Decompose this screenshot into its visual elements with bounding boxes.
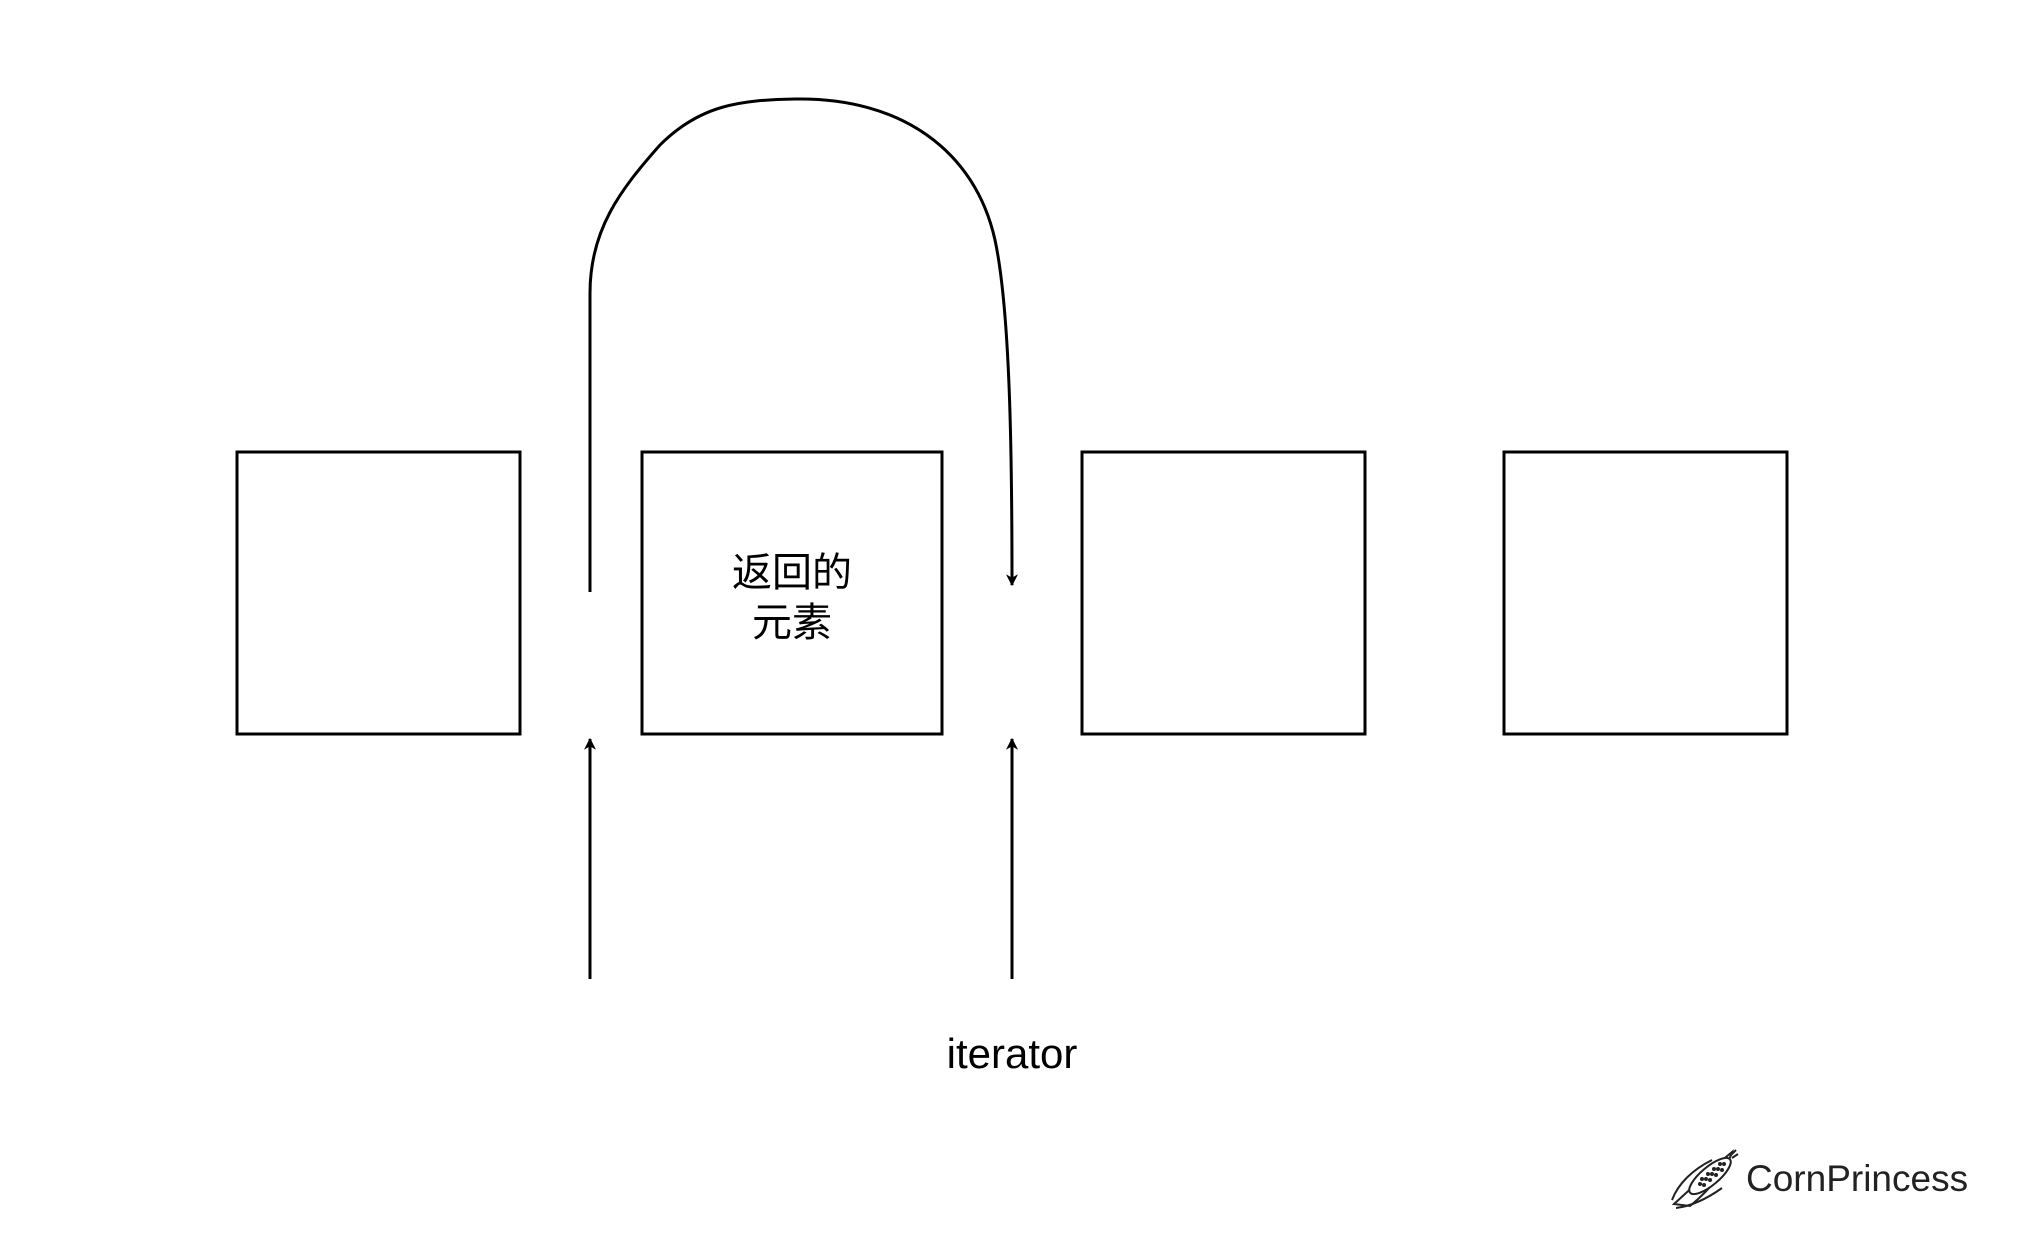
box-4: [1502, 450, 1789, 736]
watermark-text: CornPrincess: [1746, 1158, 1968, 1199]
iterator-label: iterator: [947, 1030, 1078, 1077]
watermark: CornPrincess: [1671, 1149, 1968, 1209]
iteration-arc-arrow: [588, 97, 1018, 592]
returned-element-label-line-2: 元素: [752, 600, 832, 646]
returned-element-label-line-1: 返回的: [732, 550, 852, 596]
box-3: [1080, 450, 1367, 736]
box-1: [235, 450, 522, 736]
box-2-returned-element: [640, 450, 944, 736]
corn-icon: [1671, 1149, 1739, 1209]
